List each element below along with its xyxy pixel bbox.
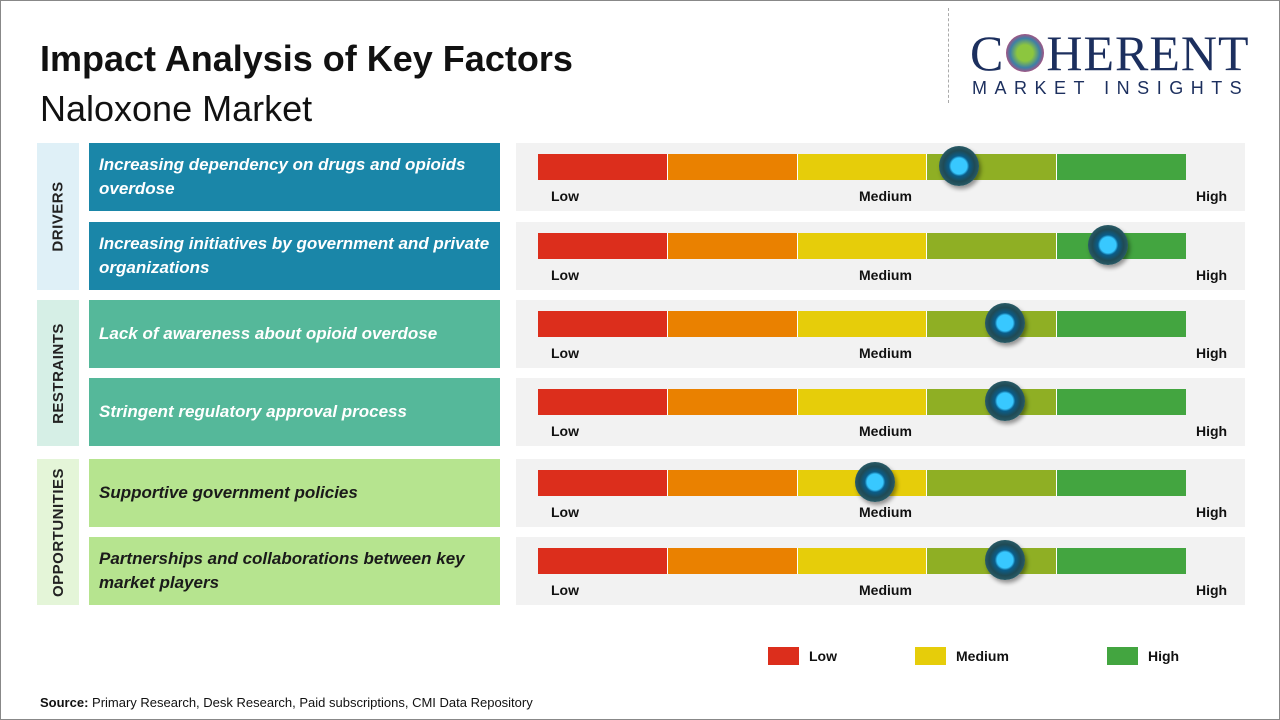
gauge-segment xyxy=(797,311,928,337)
low-label: Low xyxy=(551,423,579,439)
medium-label: Medium xyxy=(859,582,912,598)
gauge-segment xyxy=(927,233,1058,259)
impact-gauge: Low Medium High xyxy=(516,143,1245,211)
impact-marker-icon xyxy=(984,540,1025,580)
gauge-segment xyxy=(1057,548,1186,574)
category-label: RESTRAINTS xyxy=(37,300,79,446)
low-label: Low xyxy=(551,267,579,283)
gauge-segment xyxy=(1057,311,1186,337)
gauge-segment xyxy=(538,154,668,180)
high-label: High xyxy=(1196,423,1228,439)
high-label: High xyxy=(1196,267,1228,283)
legend-swatch xyxy=(768,647,799,665)
gauge-segment xyxy=(538,470,668,496)
logo: C HERENT xyxy=(970,25,1250,81)
impact-marker-icon xyxy=(854,462,895,502)
gauge-segment xyxy=(667,311,798,337)
gauge-segment xyxy=(927,470,1058,496)
gauge-segment xyxy=(538,548,668,574)
gauge-segment xyxy=(538,389,668,415)
factor-label: Supportive government policies xyxy=(89,459,500,527)
gauge-segment xyxy=(797,389,928,415)
gauge-segment xyxy=(667,154,798,180)
medium-label: Medium xyxy=(859,267,912,283)
legend-item: High xyxy=(1107,647,1179,665)
impact-marker-icon xyxy=(984,381,1025,421)
gauge-segment xyxy=(667,233,798,259)
gauge-segment xyxy=(538,311,668,337)
logo-tagline: MARKET INSIGHTS xyxy=(972,78,1250,98)
impact-gauge: Low Medium High xyxy=(516,459,1245,527)
gauge-bar xyxy=(538,548,1186,574)
factor-label: Increasing initiatives by government and… xyxy=(89,222,500,290)
high-label: High xyxy=(1196,504,1228,520)
gauge-segment xyxy=(1057,154,1186,180)
impact-gauge: Low Medium High xyxy=(516,378,1245,446)
medium-label: Medium xyxy=(859,504,912,520)
factor-label: Partnerships and collaborations between … xyxy=(89,537,500,605)
gauge-segment xyxy=(538,233,668,259)
page-title: Impact Analysis of Key Factors xyxy=(40,38,573,79)
gauge-segment xyxy=(797,548,928,574)
gauge-segment xyxy=(667,470,798,496)
medium-label: Medium xyxy=(859,345,912,361)
high-label: High xyxy=(1196,345,1228,361)
high-label: High xyxy=(1196,188,1228,204)
impact-marker-icon xyxy=(939,146,980,186)
gauge-bar xyxy=(538,470,1186,496)
category-label: DRIVERS xyxy=(37,143,79,290)
high-label: High xyxy=(1196,582,1228,598)
gauge-segment xyxy=(797,233,928,259)
gauge-segment xyxy=(797,154,928,180)
legend-item: Medium xyxy=(915,647,1009,665)
gauge-segment xyxy=(1057,389,1186,415)
gauge-bar xyxy=(538,233,1186,259)
category-label: OPPORTUNITIES xyxy=(37,459,79,605)
impact-gauge: Low Medium High xyxy=(516,222,1245,290)
legend-item: Low xyxy=(768,647,837,665)
gauge-bar xyxy=(538,311,1186,337)
low-label: Low xyxy=(551,504,579,520)
low-label: Low xyxy=(551,345,579,361)
page-subtitle: Naloxone Market xyxy=(40,88,313,129)
impact-marker-icon xyxy=(1088,225,1129,265)
impact-gauge: Low Medium High xyxy=(516,300,1245,368)
gauge-segment xyxy=(1057,470,1186,496)
low-label: Low xyxy=(551,188,579,204)
logo-globe-icon xyxy=(1006,34,1045,72)
medium-label: Medium xyxy=(859,423,912,439)
gauge-bar xyxy=(538,389,1186,415)
divider xyxy=(948,8,949,103)
legend-swatch xyxy=(1107,647,1138,665)
gauge-segment xyxy=(667,389,798,415)
gauge-segment xyxy=(667,548,798,574)
factor-label: Increasing dependency on drugs and opioi… xyxy=(89,143,500,211)
medium-label: Medium xyxy=(859,188,912,204)
source-note: Source: Primary Research, Desk Research,… xyxy=(40,695,533,710)
legend-swatch xyxy=(915,647,946,665)
impact-gauge: Low Medium High xyxy=(516,537,1245,605)
impact-marker-icon xyxy=(984,303,1025,343)
factor-label: Lack of awareness about opioid overdose xyxy=(89,300,500,368)
factor-label: Stringent regulatory approval process xyxy=(89,378,500,446)
low-label: Low xyxy=(551,582,579,598)
gauge-bar xyxy=(538,154,1186,180)
